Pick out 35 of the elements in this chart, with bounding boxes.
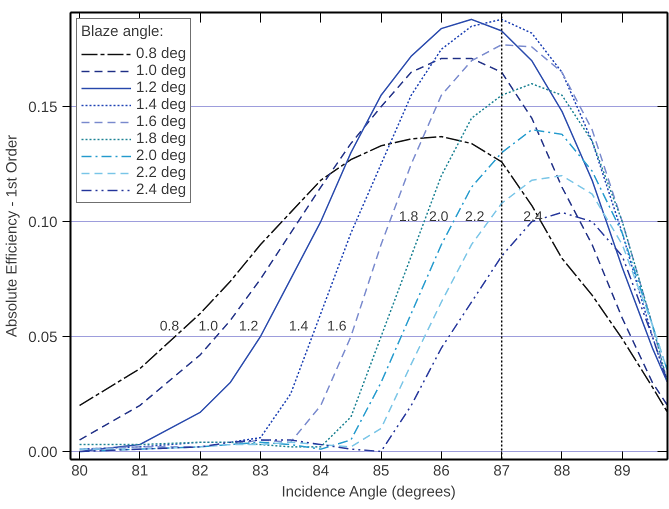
y-tick-label: 0.00: [28, 444, 58, 461]
x-tick-label: 86: [433, 462, 450, 480]
x-tick-label: 85: [372, 462, 390, 480]
annotation: 2.4: [523, 208, 543, 224]
legend-label: 1.2 deg: [136, 79, 186, 96]
x-tick-label: 80: [71, 462, 88, 480]
legend-label: 0.8 deg: [136, 45, 186, 62]
x-tick-label: 87: [493, 462, 510, 480]
legend-label: 2.2 deg: [136, 164, 186, 181]
x-tick-label: 82: [192, 462, 208, 480]
x-tick-label: 84: [312, 462, 330, 480]
x-axis-title: Incidence Angle (degrees): [281, 484, 456, 500]
annotation: 1.2: [238, 317, 259, 334]
legend-label: 2.0 deg: [136, 147, 186, 164]
legend-label: 1.8 deg: [136, 130, 186, 147]
legend-label: 1.6 deg: [136, 113, 186, 130]
x-tick-label: 89: [614, 462, 631, 480]
annotation: 1.0: [198, 317, 218, 334]
legend-label: 2.4 deg: [136, 181, 186, 198]
legend-label: 1.0 deg: [136, 62, 186, 79]
legend-title: Blaze angle:: [81, 23, 165, 40]
annotation: 1.4: [288, 317, 309, 334]
annotation: 2.2: [464, 208, 485, 224]
legend-label: 1.4 deg: [136, 96, 186, 113]
y-tick-label: 0.15: [28, 99, 58, 116]
annotation: 0.8: [160, 317, 180, 334]
x-tick-label: 83: [252, 462, 269, 480]
x-tick-label: 88: [554, 462, 570, 480]
y-axis-title: Absolute Efficiency - 1st Order: [3, 134, 20, 338]
annotation: 1.8: [398, 208, 419, 224]
annotation: 2.0: [428, 208, 449, 224]
x-tick-label: 81: [132, 462, 148, 480]
y-tick-label: 0.05: [28, 329, 58, 346]
y-tick-label: 0.10: [28, 214, 58, 232]
annotation: 1.6: [327, 317, 347, 334]
